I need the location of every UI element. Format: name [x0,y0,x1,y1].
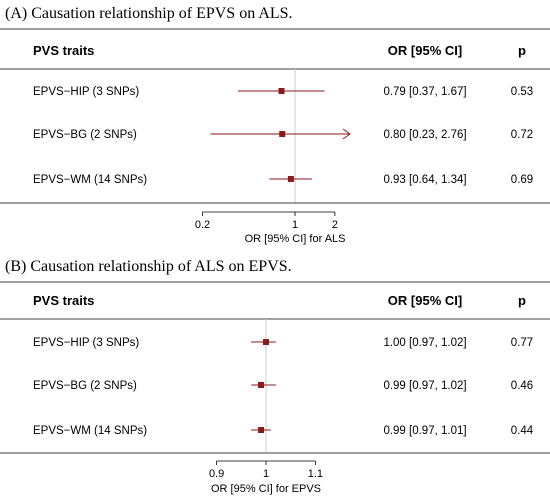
panel-a-p-value: 0.69 [511,174,533,186]
panel-b-or-ci-text: 0.99 [0.97, 1.01] [383,425,466,437]
x-tick-label: 0.2 [195,219,210,231]
panel-a-or-ci-text: 0.80 [0.23, 2.76] [383,129,466,141]
panel-a-x-ticks: 0.2 1 2 [195,212,338,231]
panel-a-or-ci-text: 0.93 [0.64, 1.34] [383,174,466,186]
panel-a-header-or: OR [95% CI] [388,43,462,58]
panel-b-x-ticks: 0.9 1 1.1 [209,461,323,480]
panel-b-point-estimate [258,427,265,433]
x-tick-label: 1 [292,219,298,231]
panel-a: (A) Causation relationship of EPVS on AL… [0,5,550,245]
panel-b-header-p: p [518,293,526,308]
panel-a-row-label: EPVS−HIP (3 SNPs) [33,86,139,98]
panel-a-row: EPVS−BG (2 SNPs) 0.80 [0.23, 2.76] 0.72 [33,128,533,141]
panel-a-header-p: p [518,43,526,58]
panel-a-row-label: EPVS−WM (14 SNPs) [33,174,147,186]
panel-b-row-label: EPVS−WM (14 SNPs) [33,425,147,437]
panel-b-header-traits: PVS traits [33,293,94,308]
panel-b-title: (B) Causation relationship of ALS on EPV… [5,258,292,275]
panel-b-p-value: 0.46 [511,380,533,392]
panel-a-x-axis-label: OR [95% CI] for ALS [245,233,346,245]
x-tick-label: 0.9 [209,468,224,480]
panel-b-row: EPVS−BG (2 SNPs) 0.99 [0.97, 1.02] 0.46 [33,380,533,392]
panel-b-point-estimate [263,339,269,345]
x-tick-label: 1 [263,468,269,480]
panel-b-header-or: OR [95% CI] [388,293,462,308]
panel-a-point-estimate [287,176,294,182]
x-tick-label: 1.1 [308,468,323,480]
panel-a-p-value: 0.72 [511,129,533,141]
panel-a-or-ci-text: 0.79 [0.37, 1.67] [383,86,466,98]
panel-a-row-label: EPVS−BG (2 SNPs) [33,129,137,141]
panel-b-or-ci-text: 0.99 [0.97, 1.02] [383,380,466,392]
panel-b-row-label: EPVS−HIP (3 SNPs) [33,337,139,349]
panel-b: (B) Causation relationship of ALS on EPV… [0,258,550,495]
panel-a-p-value: 0.53 [511,86,533,98]
panel-b-row: EPVS−WM (14 SNPs) 0.99 [0.97, 1.01] 0.44 [33,425,534,437]
panel-a-row: EPVS−WM (14 SNPs) 0.93 [0.64, 1.34] 0.69 [33,174,533,186]
panel-b-or-ci-text: 1.00 [0.97, 1.02] [383,337,466,349]
panel-b-row-label: EPVS−BG (2 SNPs) [33,380,137,392]
panel-b-row: EPVS−HIP (3 SNPs) 1.00 [0.97, 1.02] 0.77 [33,337,533,349]
panel-a-ci-arrow [342,128,351,140]
panel-a-title: (A) Causation relationship of EPVS on AL… [5,5,293,22]
panel-b-p-value: 0.77 [511,337,533,349]
panel-a-row: EPVS−HIP (3 SNPs) 0.79 [0.37, 1.67] 0.53 [33,86,533,98]
panel-a-header-traits: PVS traits [33,43,94,58]
panel-b-p-value: 0.44 [511,425,534,437]
x-tick-label: 2 [332,219,338,231]
panel-b-point-estimate [258,382,265,388]
panel-b-x-axis-label: OR [95% CI] for EPVS [211,483,321,495]
panel-a-point-estimate [278,88,285,94]
panel-a-point-estimate [279,131,286,137]
